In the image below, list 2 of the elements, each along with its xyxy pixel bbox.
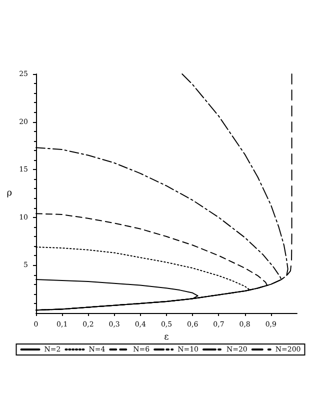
y-axis-title: ρ (6, 188, 12, 198)
x-axis-title: ε (164, 332, 170, 342)
